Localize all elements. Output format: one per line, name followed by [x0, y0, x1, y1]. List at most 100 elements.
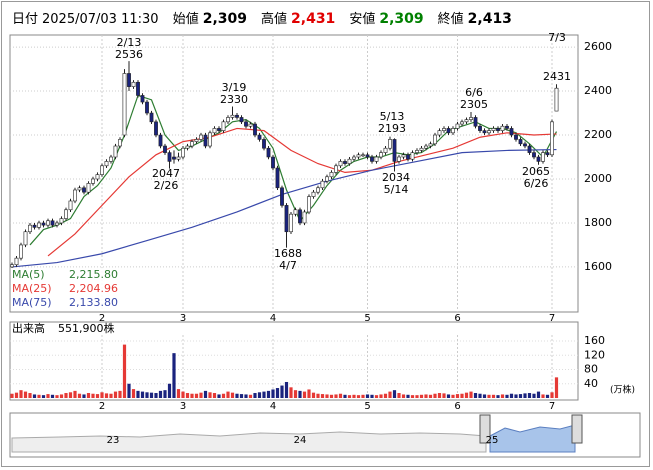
- volume-bar: [154, 393, 158, 398]
- volume-bar: [554, 377, 559, 398]
- volume-bar: [14, 392, 19, 398]
- candle-body: [406, 154, 410, 160]
- volume-bar: [100, 392, 104, 398]
- candle-body: [199, 134, 203, 140]
- volume-frame: [9, 321, 579, 401]
- navigator-handle[interactable]: [571, 414, 583, 444]
- candle-body: [334, 165, 338, 173]
- volume-bar: [550, 392, 554, 398]
- candle-body: [473, 117, 478, 127]
- volume-bar: [284, 381, 289, 398]
- candle-body: [469, 117, 473, 120]
- volume-bar: [464, 392, 469, 398]
- volume-bar: [419, 394, 424, 398]
- candle-body: [446, 128, 451, 134]
- volume-bar: [289, 387, 293, 398]
- volume-bar: [370, 394, 374, 398]
- volume-bar: [212, 393, 217, 398]
- field-value: 2,413: [467, 11, 512, 27]
- candle-body: [347, 158, 352, 164]
- x-tick-label: 5: [364, 313, 370, 324]
- candle-body: [293, 209, 298, 215]
- y-tick-label: 120: [584, 348, 605, 361]
- candle-body: [185, 145, 190, 149]
- volume-bar: [262, 391, 266, 398]
- volume-bar: [131, 389, 136, 398]
- volume-bar: [172, 353, 176, 398]
- volume-bar: [496, 395, 500, 398]
- field-value: 2,431: [291, 11, 336, 27]
- volume-bar: [167, 383, 172, 398]
- x-tick-label: 4: [270, 313, 276, 324]
- candle-body: [100, 165, 104, 175]
- candle-body: [127, 73, 131, 87]
- volume-bar: [320, 394, 325, 398]
- candle-body: [253, 123, 257, 136]
- volume-bar: [217, 394, 221, 398]
- candle-body: [401, 154, 406, 158]
- legend-name: MA(25): [12, 282, 52, 295]
- candle-body: [554, 87, 559, 112]
- candle-body: [221, 121, 226, 131]
- volume-bar: [316, 393, 320, 398]
- volume-bar: [37, 394, 41, 398]
- volume-bar: [140, 391, 145, 398]
- volume-bar: [271, 389, 275, 398]
- annotation-value: 2047: [152, 167, 180, 180]
- volume-bar: [392, 390, 397, 398]
- volume-bar: [505, 394, 509, 398]
- volume-bar: [325, 394, 329, 398]
- annotation-value: 2065: [522, 165, 550, 178]
- legend-value: 2,133.80: [69, 296, 118, 309]
- volume-bar: [356, 395, 361, 398]
- volume-bar: [95, 394, 100, 398]
- candle-body: [262, 139, 266, 149]
- navigator-range: [489, 424, 576, 453]
- volume-bar: [415, 395, 419, 398]
- volume-bar: [235, 393, 239, 398]
- volume-bar: [113, 391, 118, 398]
- candle-body: [37, 222, 41, 228]
- candle-body: [478, 125, 482, 131]
- candle-body: [23, 231, 28, 246]
- volume-bar: [446, 394, 451, 398]
- volume-bar: [514, 394, 518, 398]
- candle-body: [68, 200, 73, 211]
- volume-bar: [500, 394, 505, 398]
- candle-body: [172, 156, 176, 160]
- candle-body: [311, 191, 316, 197]
- volume-bar: [253, 393, 257, 398]
- candle-body: [545, 152, 550, 156]
- volume-bar: [293, 390, 298, 398]
- header: 日付 2025/07/03 11:30 始値 2,309 高値 2,431 安値 2,309…: [12, 8, 526, 27]
- navigator-label: 23: [107, 435, 120, 446]
- candle-body: [392, 139, 397, 162]
- navigator-handle[interactable]: [479, 414, 491, 444]
- volume-bar: [401, 394, 406, 398]
- volume-bar: [145, 392, 149, 398]
- annotation-value: 2330: [220, 93, 248, 106]
- volume-bar: [352, 394, 356, 398]
- candle-body: [433, 134, 437, 145]
- volume-bar: [482, 394, 487, 398]
- x-tick-label: 2: [99, 401, 105, 412]
- candle-body: [451, 128, 455, 134]
- candle-body: [410, 152, 415, 160]
- volume-bar: [55, 395, 59, 398]
- volume-bar: [365, 394, 370, 398]
- volume-bar: [266, 390, 271, 398]
- candle-body: [244, 121, 248, 127]
- volume-bar: [338, 393, 343, 398]
- candle-body: [239, 117, 244, 123]
- field-value: 2,309: [379, 11, 424, 27]
- volume-bar: [455, 394, 460, 398]
- candle-body: [352, 156, 356, 160]
- candle-body: [464, 119, 469, 123]
- field-label: 高値: [261, 12, 288, 27]
- volume-bar: [185, 393, 190, 398]
- x-tick-label: 7: [549, 313, 555, 324]
- x-tick-label: 7: [549, 401, 555, 412]
- candle-body: [122, 73, 127, 136]
- volume-bar: [343, 394, 347, 398]
- volume-bar: [442, 393, 446, 398]
